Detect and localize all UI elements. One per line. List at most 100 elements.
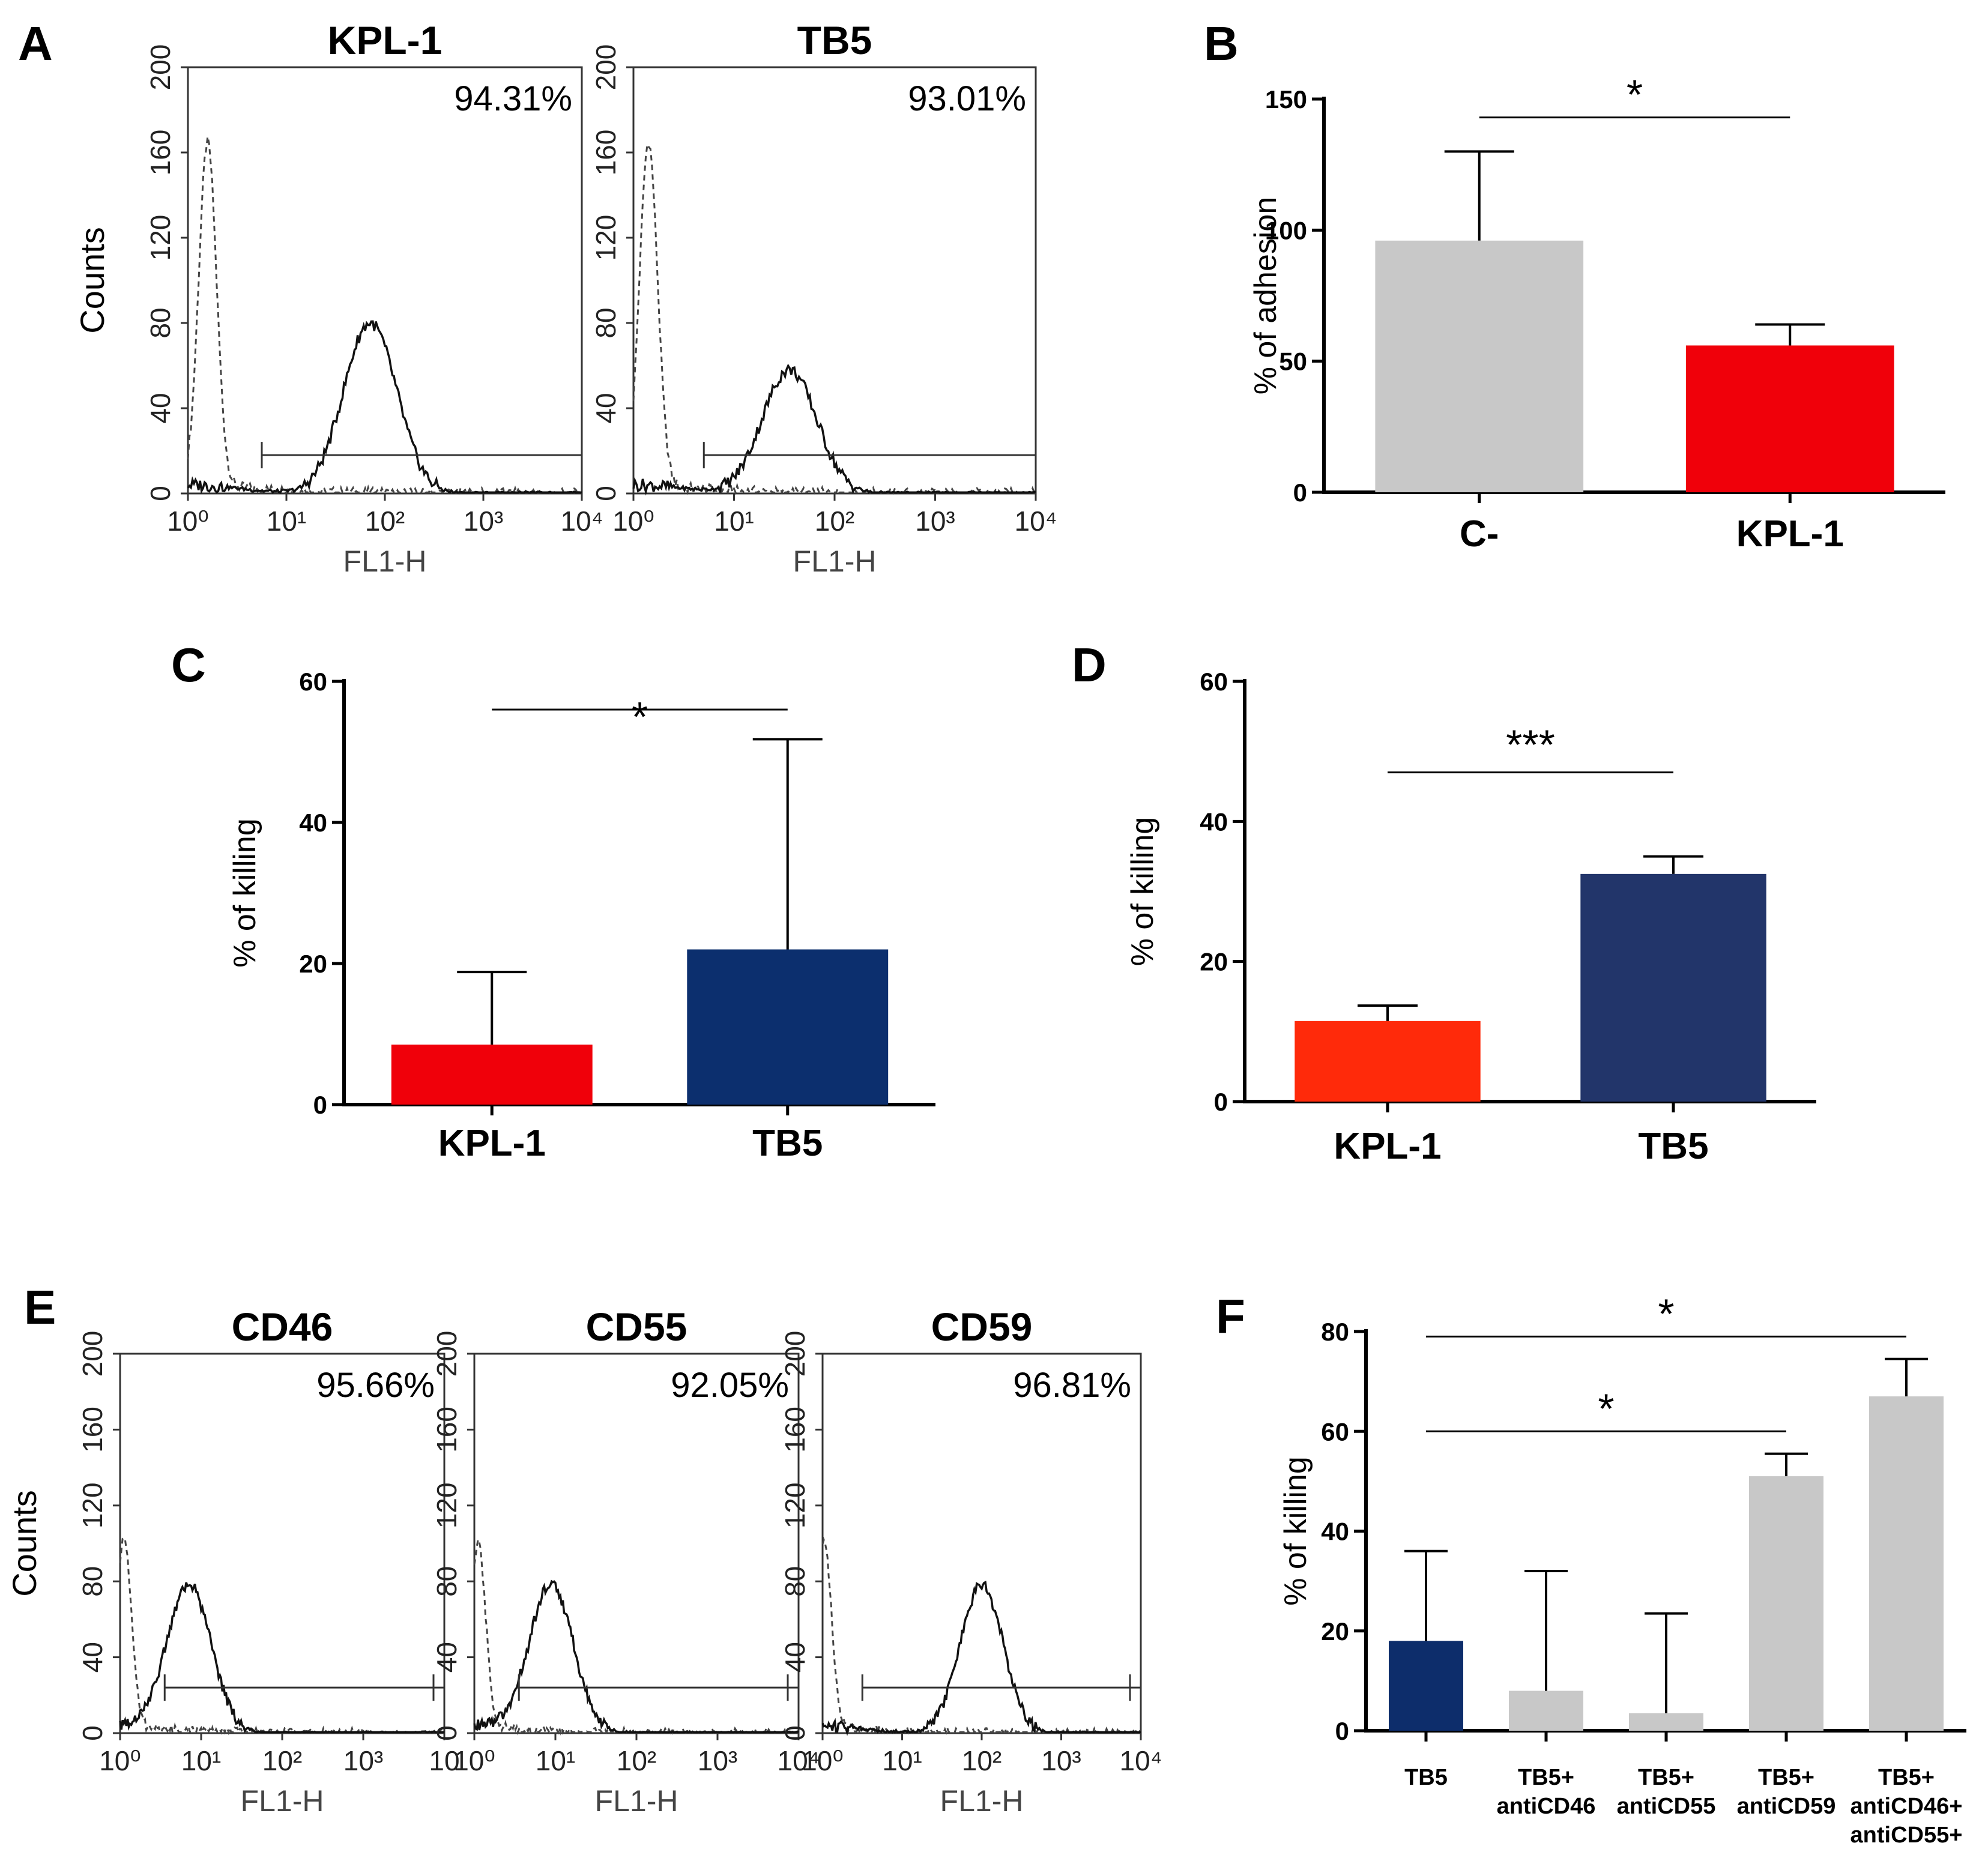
x-axis-label: FL1-H: [595, 1784, 678, 1818]
x-tick-label: 10²: [617, 1745, 656, 1776]
x-tick-label: 10⁴: [1015, 505, 1057, 537]
bar-1: [1580, 873, 1766, 1102]
x-tick-label: 10: [429, 1745, 459, 1776]
y-tick-label: 80: [590, 307, 621, 338]
control-histogram-curve: [473, 1536, 799, 1736]
panel-label-f: F: [1216, 1289, 1245, 1343]
y-tick-label: 80: [431, 1566, 462, 1597]
bar-1: [1509, 1691, 1583, 1731]
category-label: antiCD46+: [1851, 1794, 1963, 1819]
x-tick-label: 10²: [365, 505, 405, 537]
y-tick-label: 80: [77, 1566, 108, 1597]
category-label: antiCD59: [1737, 1794, 1836, 1819]
x-tick-label: 10²: [962, 1745, 1002, 1776]
y-tick-label: 40: [299, 809, 327, 837]
y-tick-label: 200: [590, 44, 621, 91]
x-tick-label: 10²: [262, 1745, 302, 1776]
plot-frame: [821, 1353, 1142, 1734]
plot-frame: [632, 66, 1037, 495]
y-tick-label: 200: [779, 1331, 811, 1377]
y-tick-label: 0: [779, 1725, 811, 1741]
x-tick-label: 10³: [915, 505, 955, 537]
x-tick-label: 10⁴: [778, 1745, 820, 1776]
y-tick-label: 0: [590, 486, 621, 501]
category-label: TB5: [1638, 1126, 1708, 1167]
x-tick-label: 10⁰: [802, 1745, 844, 1776]
x-tick-label: 10³: [464, 505, 503, 537]
y-tick-label: 20: [299, 950, 327, 978]
bar-0: [1389, 1641, 1463, 1731]
plot-frame: [473, 1353, 800, 1734]
y-tick-label: 0: [313, 1091, 327, 1119]
stained-histogram-curve: [187, 320, 582, 495]
category-label: antiCD46: [1497, 1794, 1596, 1819]
category-label: antiCD55: [1617, 1794, 1716, 1819]
y-axis-label: Counts: [5, 1490, 43, 1596]
panel-label-a: A: [18, 17, 53, 70]
bar-1: [687, 949, 889, 1105]
x-tick-label: 10⁰: [612, 505, 654, 537]
x-tick-label: 10²: [815, 505, 854, 537]
y-tick-label: 160: [590, 130, 621, 176]
bar-2: [1629, 1713, 1703, 1731]
y-tick-label: 80: [145, 307, 176, 338]
y-axis-label: % of adhesion: [1248, 197, 1283, 395]
y-tick-label: 60: [299, 668, 327, 696]
category-label: TB5+: [1518, 1765, 1574, 1790]
y-tick-label: 120: [779, 1482, 811, 1528]
y-axis-label: % of killing: [228, 818, 262, 968]
x-axis-label: FL1-H: [940, 1784, 1024, 1818]
histogram-title: CD46: [232, 1304, 333, 1349]
bar-0: [1295, 1021, 1481, 1102]
percent-label: 93.01%: [908, 79, 1026, 118]
x-tick-label: 10³: [343, 1745, 383, 1776]
category-label: KPL-1: [1334, 1126, 1441, 1167]
y-tick-label: 60: [1200, 668, 1228, 696]
x-tick-label: 10¹: [714, 505, 754, 537]
panel-label-b: B: [1204, 17, 1239, 70]
x-tick-label: 10⁰: [99, 1745, 141, 1776]
y-tick-label: 160: [779, 1407, 811, 1453]
category-label: C-: [1460, 513, 1499, 555]
panel-label-c: C: [171, 638, 206, 692]
plot-frame: [119, 1353, 446, 1734]
x-tick-label: 10⁴: [561, 505, 603, 537]
x-tick-label: 10⁰: [453, 1745, 495, 1776]
x-axis-label: FL1-H: [343, 544, 427, 578]
y-tick-label: 20: [1321, 1617, 1349, 1645]
y-tick-label: 120: [590, 215, 621, 261]
percent-label: 95.66%: [316, 1366, 435, 1405]
y-axis-label: Counts: [73, 227, 111, 333]
category-label: KPL-1: [1736, 513, 1844, 555]
histogram-title: TB5: [797, 18, 872, 62]
x-tick-label: 10¹: [882, 1745, 922, 1776]
y-tick-label: 40: [779, 1642, 811, 1672]
y-tick-label: 50: [1279, 348, 1307, 376]
x-tick-label: 10⁴: [1120, 1745, 1162, 1776]
y-tick-label: 80: [1321, 1318, 1349, 1346]
significance-marker: *: [1627, 71, 1643, 118]
y-tick-label: 40: [1200, 807, 1228, 836]
y-tick-label: 40: [1321, 1518, 1349, 1546]
significance-marker: *: [1658, 1290, 1674, 1337]
category-label: TB5+: [1878, 1765, 1935, 1790]
y-tick-label: 200: [145, 44, 176, 91]
y-tick-label: 120: [145, 215, 176, 261]
category-label: TB5+: [1638, 1765, 1694, 1790]
x-tick-label: 10¹: [267, 505, 306, 537]
y-tick-label: 100: [1265, 216, 1307, 244]
y-tick-label: 160: [77, 1407, 108, 1453]
y-tick-label: 120: [77, 1482, 108, 1528]
y-tick-label: 40: [590, 393, 621, 423]
y-axis-label: % of killing: [1125, 817, 1160, 967]
x-axis-label: FL1-H: [241, 1784, 324, 1818]
control-histogram-curve: [187, 136, 582, 495]
stained-histogram-curve: [632, 363, 1036, 496]
category-label: TB5: [1404, 1765, 1448, 1790]
stained-histogram-curve: [473, 1579, 799, 1734]
y-tick-label: 0: [431, 1725, 462, 1741]
y-tick-label: 120: [431, 1482, 462, 1528]
percent-label: 96.81%: [1013, 1366, 1131, 1405]
histogram-title: CD55: [586, 1304, 687, 1349]
